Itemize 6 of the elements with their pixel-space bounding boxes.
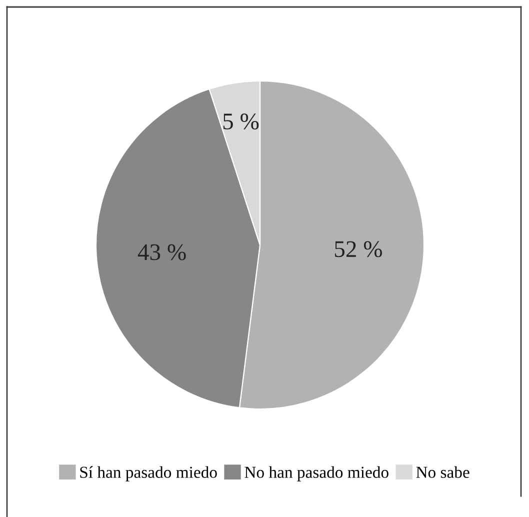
legend-label: No han pasado miedo: [244, 466, 388, 482]
legend-label: No sabe: [416, 466, 470, 478]
legend-label: Sí han pasado miedo: [80, 466, 217, 482]
data-label: 5 %: [223, 113, 259, 130]
data-label: 43 %: [138, 244, 186, 260]
data-label: 52 %: [334, 241, 382, 258]
